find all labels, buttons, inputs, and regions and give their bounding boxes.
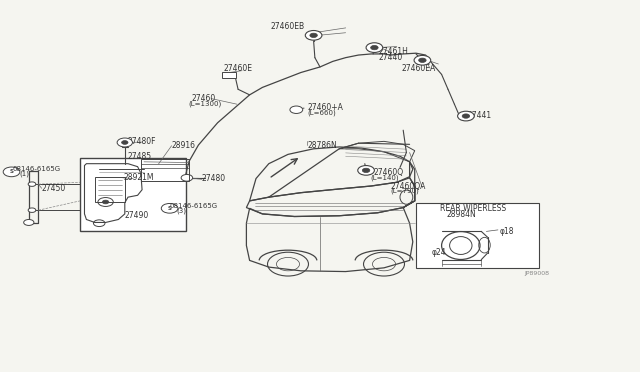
Text: (L=1300): (L=1300) (189, 100, 222, 107)
Text: JP89008: JP89008 (525, 271, 550, 276)
Text: (1): (1) (19, 171, 29, 177)
Text: 27440: 27440 (378, 53, 403, 62)
Circle shape (458, 111, 474, 121)
Circle shape (24, 219, 34, 225)
Text: 27480F: 27480F (128, 137, 157, 146)
Circle shape (419, 58, 426, 62)
Circle shape (28, 182, 36, 186)
Circle shape (181, 174, 193, 181)
Circle shape (362, 168, 370, 173)
Circle shape (117, 138, 132, 147)
Text: 27460EB: 27460EB (270, 22, 304, 31)
Text: (3): (3) (176, 208, 186, 214)
Circle shape (3, 167, 20, 177)
Circle shape (122, 141, 128, 144)
Circle shape (371, 45, 378, 50)
Bar (141, 159, 189, 181)
Text: 27460EA: 27460EA (402, 64, 436, 73)
Text: S: S (168, 206, 172, 211)
Text: φ18: φ18 (499, 227, 514, 236)
Text: 27485: 27485 (128, 152, 152, 161)
Text: 27450: 27450 (42, 184, 66, 193)
Bar (95, 177, 125, 202)
Text: S: S (10, 169, 13, 174)
Circle shape (102, 200, 109, 204)
Circle shape (28, 208, 36, 212)
Text: 27460E: 27460E (224, 64, 253, 73)
Circle shape (305, 31, 322, 40)
Text: 27460+A: 27460+A (307, 103, 343, 112)
Circle shape (414, 55, 431, 65)
Text: φ24: φ24 (432, 248, 447, 257)
Circle shape (290, 106, 303, 113)
Text: 27461H: 27461H (378, 47, 408, 56)
Text: (L=790): (L=790) (390, 187, 419, 194)
Bar (222, 72, 236, 78)
Text: 28916: 28916 (172, 141, 196, 150)
Text: 28786N: 28786N (307, 141, 337, 150)
Text: (L=660): (L=660) (307, 109, 336, 116)
Circle shape (161, 203, 178, 213)
Bar (80, 158, 186, 231)
Text: 27460: 27460 (192, 94, 216, 103)
Text: 27460QA: 27460QA (390, 182, 426, 190)
Text: 27490: 27490 (125, 211, 149, 220)
Text: 27441: 27441 (467, 111, 492, 120)
Text: 27460Q: 27460Q (373, 169, 403, 177)
Text: REAR WIPERLESS: REAR WIPERLESS (440, 204, 506, 213)
Text: 08146-6165G: 08146-6165G (13, 166, 61, 172)
Text: 08146-6165G: 08146-6165G (170, 203, 218, 209)
Circle shape (366, 43, 383, 52)
Text: 28921M: 28921M (124, 173, 154, 182)
Text: 27480: 27480 (202, 174, 226, 183)
Text: (L=140): (L=140) (370, 174, 399, 181)
Text: 28984N: 28984N (447, 210, 476, 219)
Circle shape (462, 114, 470, 118)
Circle shape (358, 166, 374, 175)
Circle shape (310, 33, 317, 38)
Bar (416, 203, 539, 268)
